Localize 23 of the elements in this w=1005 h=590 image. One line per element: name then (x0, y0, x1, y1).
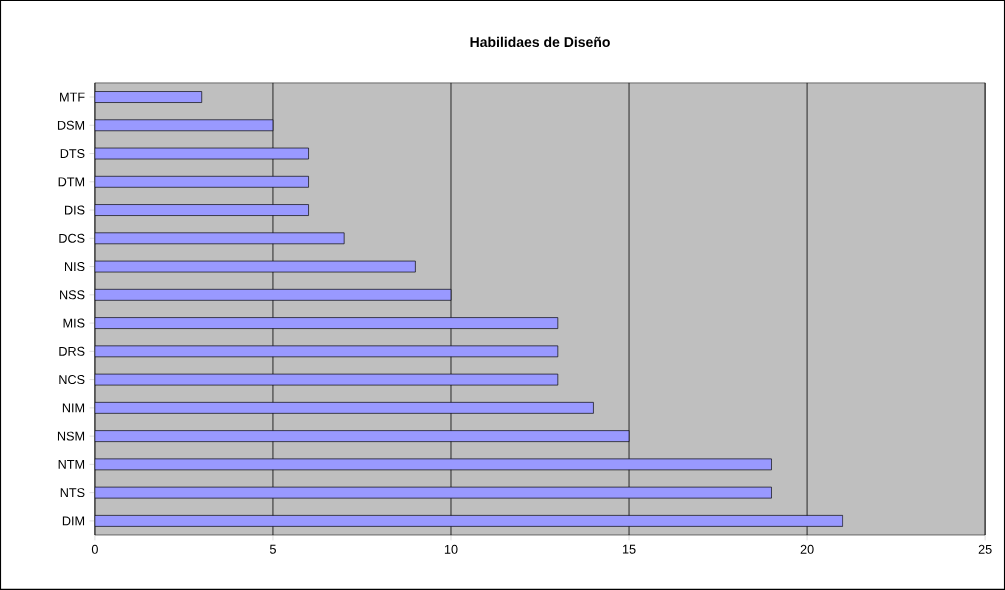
chart-title: Habilidaes de Diseño (470, 36, 610, 48)
y-tick-label: NCS (59, 375, 85, 385)
x-tick-label: 15 (622, 544, 636, 554)
y-tick-label: NTM (58, 460, 85, 469)
x-tick-label: 20 (800, 544, 814, 554)
y-tick-label: NSS (60, 290, 85, 300)
x-tick-label: 10 (444, 544, 458, 554)
y-tick-label: DSM (57, 120, 85, 130)
y-tick-label: NIS (65, 262, 85, 272)
y-tick-label: MIS (63, 318, 85, 328)
y-tick-label: DCS (59, 233, 85, 243)
y-tick-label: NTS (60, 488, 85, 498)
x-tick-label: 5 (269, 544, 276, 554)
y-tick-label: DIS (65, 205, 85, 215)
x-tick-label: 25 (978, 544, 992, 554)
y-tick-label: MTF (60, 92, 85, 102)
y-tick-label: DTM (58, 177, 85, 187)
x-tick-label: 0 (91, 544, 98, 554)
y-tick-label: NIM (62, 403, 85, 413)
y-tick-label: DIM (62, 516, 85, 526)
y-tick-label: DRS (59, 346, 85, 356)
y-tick-label: NSM (57, 431, 85, 441)
y-tick-label: DTS (60, 149, 85, 159)
